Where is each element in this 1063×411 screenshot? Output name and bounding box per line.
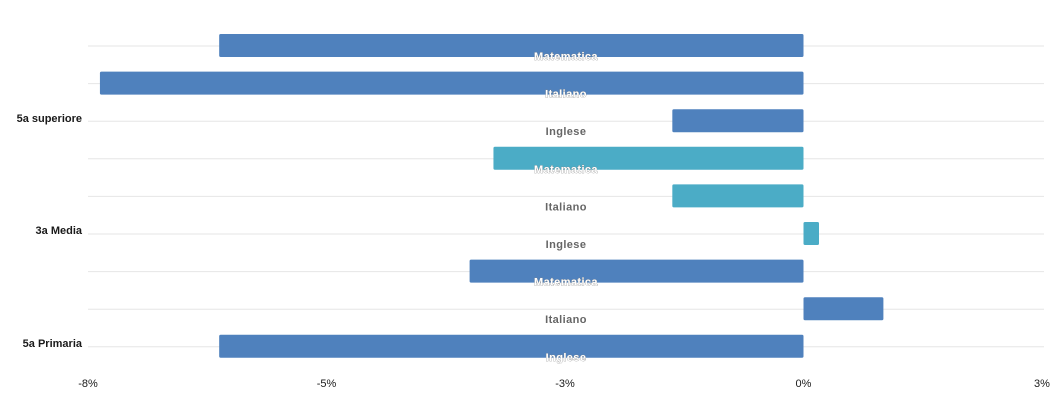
bar-label: Italiano	[545, 314, 587, 326]
x-tick-label: 3%	[1034, 378, 1050, 390]
bar-label: Inglese	[546, 239, 587, 251]
x-tick-label: 0%	[796, 378, 812, 390]
bar	[219, 34, 804, 57]
bar	[803, 222, 820, 245]
bar-label: Matematica	[534, 51, 598, 63]
bar-label: Italiano	[545, 89, 587, 101]
category-label: 5a Primaria	[23, 338, 83, 350]
bar	[99, 71, 804, 95]
bar-label: Matematica	[534, 164, 598, 176]
bar-label: Inglese	[546, 126, 587, 138]
bar	[469, 259, 804, 283]
bar-label: Italiano	[545, 201, 587, 213]
category-label: 3a Media	[36, 225, 83, 237]
bar	[803, 297, 884, 321]
bars	[99, 34, 884, 358]
x-axis-ticks: -8% -5% -3% 0% 3%	[78, 378, 1050, 390]
category-labels: 5a superiore 3a Media 5a Primaria	[17, 113, 83, 350]
bar	[219, 334, 804, 358]
x-tick-label: -5%	[317, 378, 337, 390]
bar-label: Matematica	[534, 277, 598, 289]
category-label: 5a superiore	[17, 113, 82, 125]
bar-labels: Matematica Italiano Inglese Matematica Itali…	[534, 51, 599, 364]
bar	[493, 146, 804, 170]
bar	[672, 109, 804, 133]
x-tick-label: -8%	[78, 378, 98, 390]
bar	[672, 184, 804, 208]
x-tick-label: -3%	[555, 378, 575, 390]
bar-label: Inglese	[546, 352, 587, 364]
